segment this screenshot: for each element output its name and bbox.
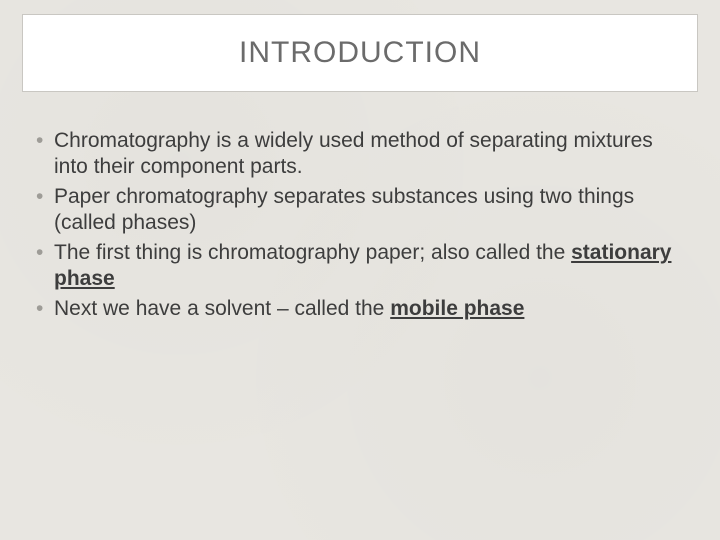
bullet-item: The first thing is chromatography paper;… bbox=[54, 240, 690, 292]
content-bullets: Chromatography is a widely used method o… bbox=[30, 128, 690, 326]
title-box: INTRODUCTION bbox=[22, 14, 698, 92]
bullet-item: Chromatography is a widely used method o… bbox=[54, 128, 690, 180]
bullet-item: Next we have a solvent – called the mobi… bbox=[54, 296, 690, 322]
bullet-text-run: mobile phase bbox=[390, 297, 524, 320]
bullet-text-run: Chromatography is a widely used method o… bbox=[54, 129, 653, 178]
bullet-text-run: The first thing is chromatography paper;… bbox=[54, 241, 571, 264]
bullet-item: Paper chromatography separates substance… bbox=[54, 184, 690, 236]
slide-title: INTRODUCTION bbox=[239, 36, 481, 70]
bullet-text-run: Paper chromatography separates substance… bbox=[54, 185, 634, 234]
bullet-text-run: Next we have a solvent – called the bbox=[54, 297, 390, 320]
